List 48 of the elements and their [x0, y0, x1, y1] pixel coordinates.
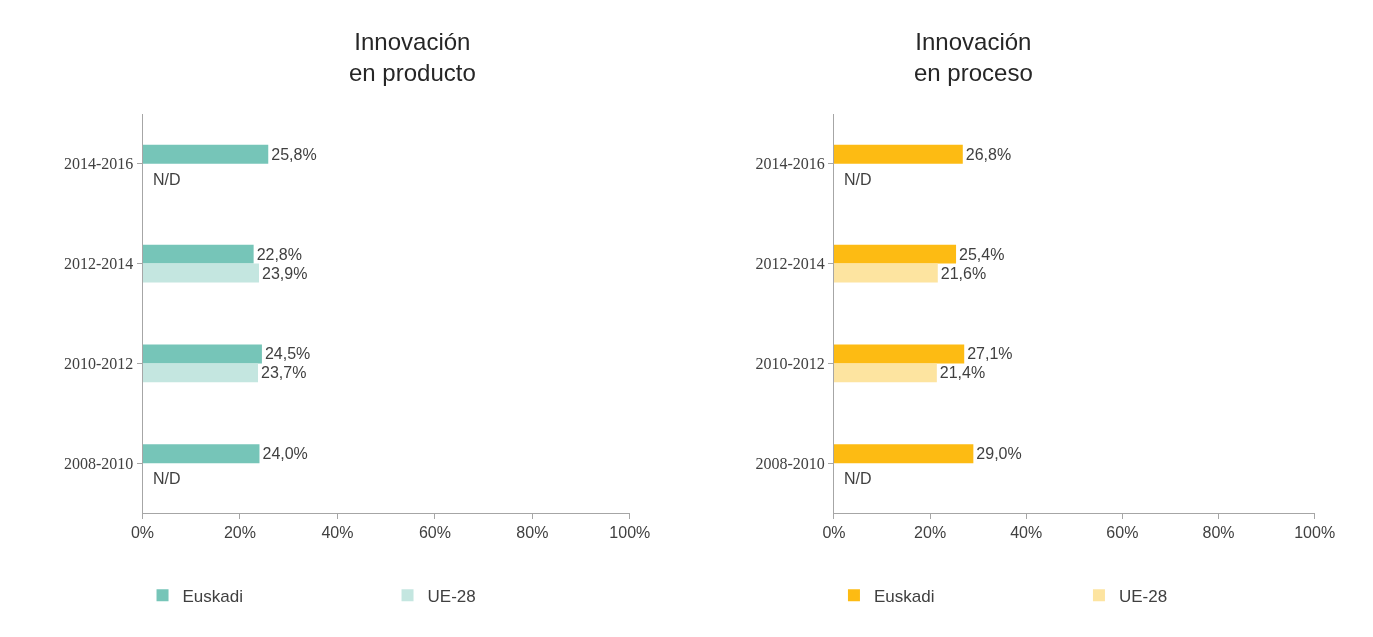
chart-title: Innovación en producto	[349, 28, 476, 87]
data-label: 29,0%	[976, 445, 1022, 463]
data-label: 21,4%	[939, 364, 986, 382]
bar	[833, 263, 938, 283]
data-label: 21,6%	[940, 264, 987, 282]
bar	[833, 344, 965, 364]
bar	[833, 363, 937, 383]
x-tick-label: 60%	[418, 524, 451, 542]
legend-label: Euskadi	[182, 586, 244, 606]
y-tick-label: 2010-2012	[64, 354, 134, 372]
x-tick-label: 80%	[1202, 524, 1235, 542]
x-tick-label: 60%	[1106, 524, 1139, 542]
chart-title: Innovación en proceso	[914, 28, 1033, 87]
text: N/D	[153, 470, 181, 487]
data-label: 27,1%	[967, 345, 1013, 363]
data-label: 24,5%	[264, 345, 311, 363]
bar	[833, 244, 957, 264]
text: N/D	[844, 470, 872, 487]
legend-label: UE-28	[427, 586, 476, 606]
x-tick-label: 100%	[1294, 524, 1336, 542]
data-label: 23,7%	[261, 364, 307, 382]
y-tick-label: 2012-2014	[64, 255, 134, 273]
x-tick-label: 20%	[223, 524, 257, 542]
data-label: 23,9%	[261, 264, 308, 282]
text: N/D	[844, 171, 872, 188]
text: N/D	[153, 171, 181, 188]
legend-label: Euskadi	[873, 586, 935, 606]
x-tick-label: 20%	[914, 524, 947, 542]
data-label: 25,4%	[959, 245, 1005, 263]
data-label: 26,8%	[965, 145, 1012, 163]
x-tick-label: 0%	[130, 524, 155, 542]
y-tick-label: 2012-2014	[755, 255, 825, 273]
x-tick-label: 40%	[1010, 524, 1043, 542]
y-tick-label: 2014-2016	[64, 155, 134, 173]
data-label: 24,0%	[262, 445, 308, 463]
bar	[833, 144, 963, 164]
bar	[833, 444, 974, 464]
data-label: 22,8%	[256, 245, 303, 263]
y-tick-label: 2008-2010	[755, 454, 825, 472]
x-tick-label: 0%	[822, 524, 846, 542]
legend-label: UE-28	[1118, 586, 1168, 606]
x-tick-label: 80%	[516, 524, 549, 542]
y-tick-label: 2010-2012	[755, 354, 825, 372]
x-tick-label: 100%	[609, 524, 651, 542]
data-label: 25,8%	[271, 145, 317, 163]
x-tick-label: 40%	[321, 524, 354, 542]
y-tick-label: 2014-2016	[755, 155, 825, 173]
y-tick-label: 2008-2010	[64, 454, 134, 472]
